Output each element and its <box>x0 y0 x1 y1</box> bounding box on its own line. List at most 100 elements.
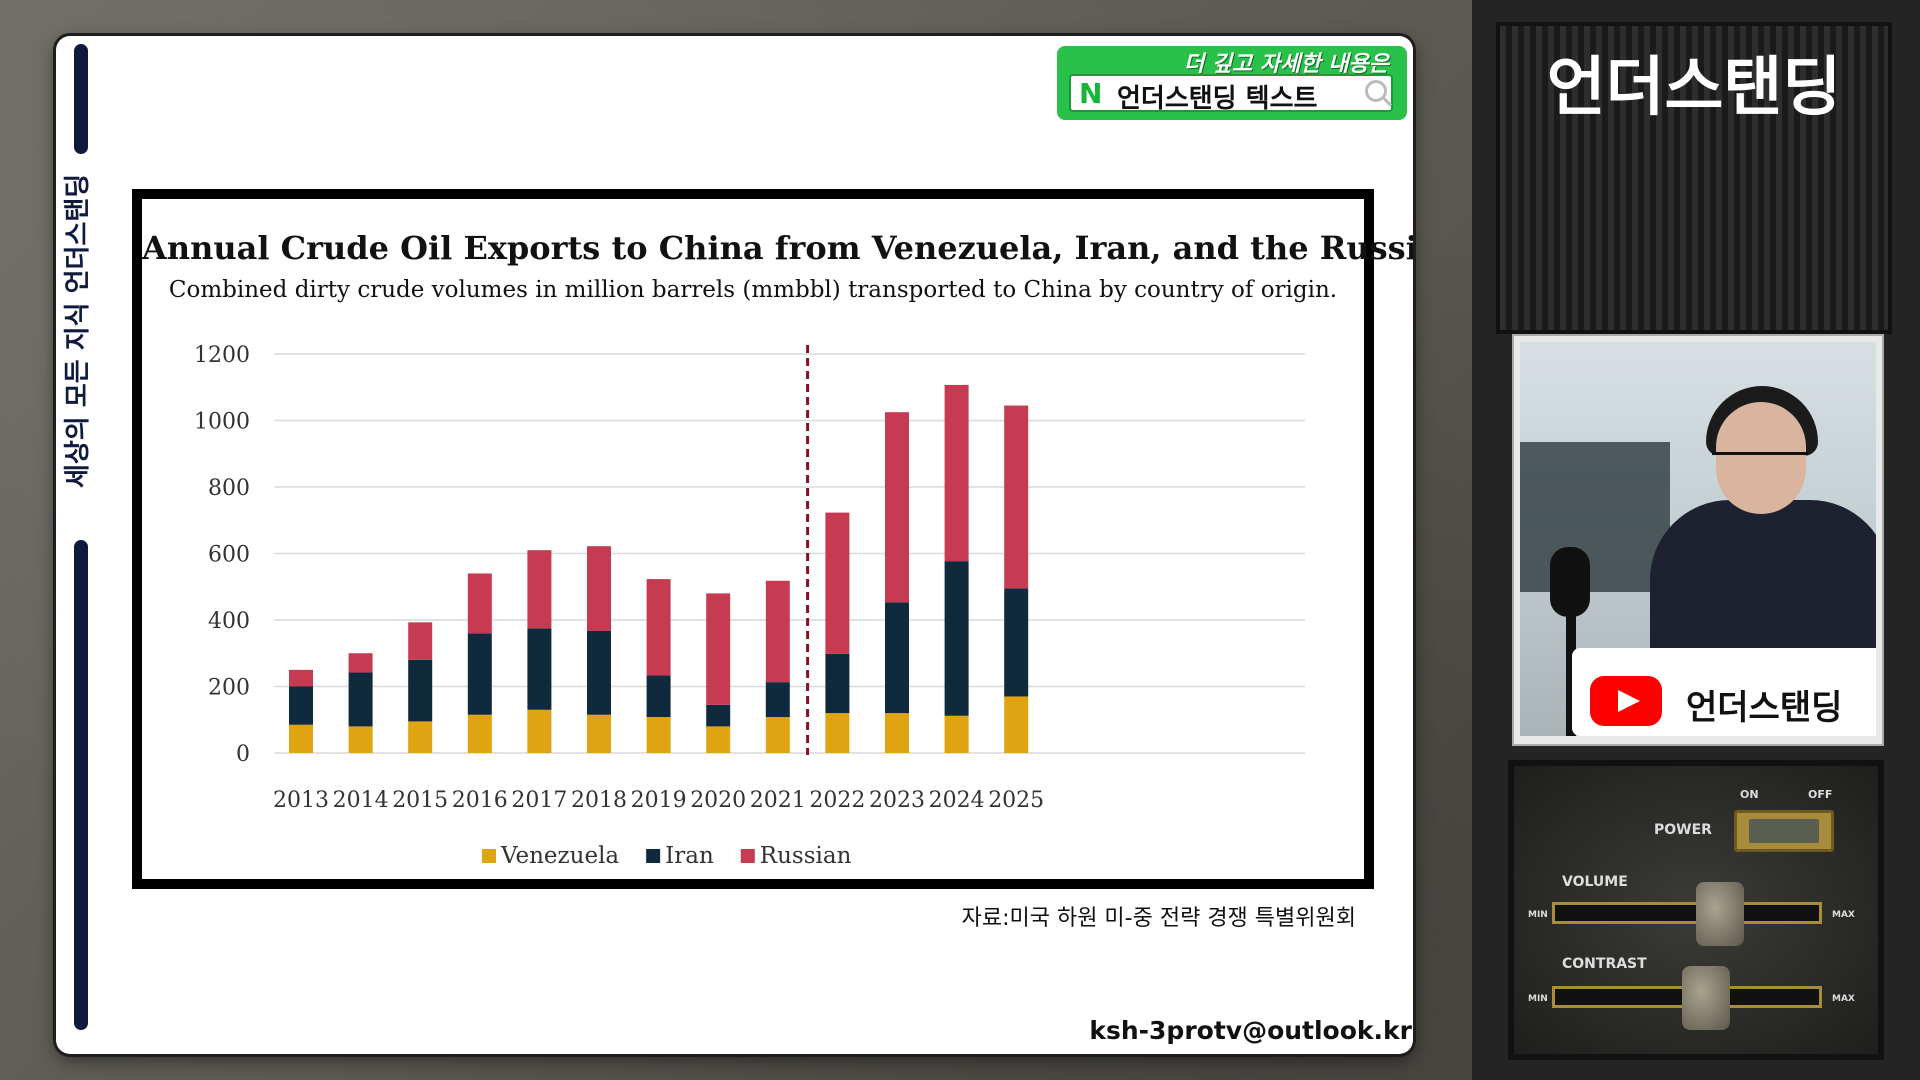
bar-iran <box>289 686 313 725</box>
bar-russian <box>467 573 492 634</box>
badge-top-text: 더 깊고 자세한 내용은 <box>1183 52 1389 77</box>
bar-venezuela <box>646 717 671 753</box>
control-panel-decoration: ON OFF POWER VOLUME MIN MAX CONTRAST MIN… <box>1508 760 1884 1060</box>
bar-iran <box>527 628 552 710</box>
bar-iran <box>885 602 909 714</box>
power-switch <box>1734 810 1834 852</box>
chart-subtitle: Combined dirty crude volumes in million … <box>168 277 1338 303</box>
bar-venezuela <box>348 726 373 753</box>
x-tick-label: 2022 <box>809 788 865 813</box>
bar-iran <box>408 659 433 722</box>
bar-russian <box>527 550 552 629</box>
legend-label-russian: Russian <box>760 843 852 869</box>
volume-track <box>1552 902 1822 924</box>
microphone-stand <box>1566 612 1576 736</box>
y-tick-label: 1200 <box>194 343 250 368</box>
bar-venezuela <box>944 715 969 753</box>
bar-iran <box>348 672 373 727</box>
x-tick-label: 2017 <box>511 788 567 813</box>
x-tick-label: 2016 <box>452 788 508 813</box>
bar-russian <box>348 653 373 673</box>
bar-venezuela <box>408 721 433 753</box>
bar-russian <box>765 580 790 683</box>
x-tick-label: 2025 <box>988 788 1044 813</box>
naver-search-badge: 더 깊고 자세한 내용은 N 언더스탠딩 텍스트 <box>1057 46 1407 120</box>
bar-russian <box>1004 405 1029 589</box>
badge-search-text: 언더스탠딩 텍스트 <box>1117 84 1318 114</box>
volume-min-label: MIN <box>1528 910 1548 920</box>
bar-venezuela <box>706 726 731 753</box>
youtube-channel-bar: 언더스탠딩 <box>1572 648 1876 736</box>
legend-swatch-iran <box>646 849 661 863</box>
volume-max-label: MAX <box>1832 910 1855 920</box>
bar-venezuela <box>467 714 492 753</box>
bar-russian <box>825 512 850 654</box>
contrast-label: CONTRAST <box>1562 956 1647 972</box>
side-vertical-text: 세상의 모든 지식 언더스탠딩 <box>63 173 93 488</box>
contrast-min-label: MIN <box>1528 994 1548 1004</box>
contrast-max-label: MAX <box>1832 994 1855 1004</box>
naver-n-icon: N <box>1079 77 1103 110</box>
presenter-head <box>1716 402 1806 514</box>
legend-label-iran: Iran <box>665 843 714 869</box>
bar-venezuela <box>825 713 850 753</box>
bar-venezuela <box>885 713 909 753</box>
x-tick-label: 2023 <box>869 788 925 813</box>
presenter-glasses <box>1712 452 1808 477</box>
bar-russian <box>646 579 671 676</box>
youtube-logo-icon <box>1590 676 1662 726</box>
x-tick-label: 2013 <box>273 788 329 813</box>
y-tick-label: 600 <box>208 543 250 568</box>
volume-knob <box>1696 882 1744 946</box>
bar-iran <box>706 704 731 727</box>
bar-russian <box>944 384 969 562</box>
y-tick-label: 200 <box>208 676 250 701</box>
youtube-channel-label: 언더스탠딩 <box>1686 688 1843 728</box>
bar-iran <box>765 682 790 718</box>
x-tick-label: 2015 <box>392 788 448 813</box>
on-label: ON <box>1740 788 1759 801</box>
presentation-slide: 세상의 모든 지식 언더스탠딩 더 깊고 자세한 내용은 N 언더스탠딩 텍스트… <box>56 36 1413 1054</box>
power-label: POWER <box>1654 822 1712 838</box>
side-accent-bar-top <box>74 44 88 154</box>
channel-name: 언더스탠딩 <box>1546 51 1842 125</box>
volume-label: VOLUME <box>1562 874 1628 890</box>
side-accent-bar-bottom <box>74 540 88 1030</box>
bar-iran <box>587 630 611 715</box>
chart-frame: Annual Crude Oil Exports to China from V… <box>132 189 1413 889</box>
bar-iran <box>944 561 969 716</box>
chart-title: Annual Crude Oil Exports to China from V… <box>142 229 1413 267</box>
legend-label-venezuela: Venezuela <box>500 843 619 869</box>
contrast-knob <box>1682 966 1730 1030</box>
bar-iran <box>1004 588 1029 697</box>
bar-russian <box>408 622 433 660</box>
bar-venezuela <box>289 724 313 753</box>
badge-search-box: N 언더스탠딩 텍스트 <box>1069 74 1393 114</box>
bar-venezuela <box>765 717 790 753</box>
bar-iran <box>825 653 850 714</box>
search-icon <box>1365 80 1387 102</box>
bar-iran <box>646 675 671 718</box>
y-tick-label: 1000 <box>194 410 250 435</box>
y-tick-label: 400 <box>208 609 250 634</box>
contact-email: ksh-3protv@outlook.kr <box>1089 1016 1412 1045</box>
x-tick-label: 2021 <box>750 788 806 813</box>
x-tick-label: 2019 <box>631 788 687 813</box>
bar-russian <box>885 412 909 603</box>
x-tick-label: 2018 <box>571 788 627 813</box>
x-tick-label: 2024 <box>929 788 985 813</box>
off-label: OFF <box>1808 788 1833 801</box>
y-tick-label: 800 <box>208 476 250 501</box>
x-tick-label: 2020 <box>690 788 746 813</box>
legend-swatch-russian <box>740 849 755 863</box>
bar-russian <box>706 593 731 705</box>
bar-venezuela <box>587 714 611 753</box>
bar-venezuela <box>527 709 552 753</box>
y-tick-label: 0 <box>236 742 250 767</box>
legend-swatch-venezuela <box>482 849 496 863</box>
bar-venezuela <box>1004 696 1029 753</box>
x-tick-label: 2014 <box>333 788 389 813</box>
bar-russian <box>289 669 313 687</box>
source-caption: 자료:미국 하원 미-중 전략 경쟁 특별위원회 <box>961 906 1356 931</box>
